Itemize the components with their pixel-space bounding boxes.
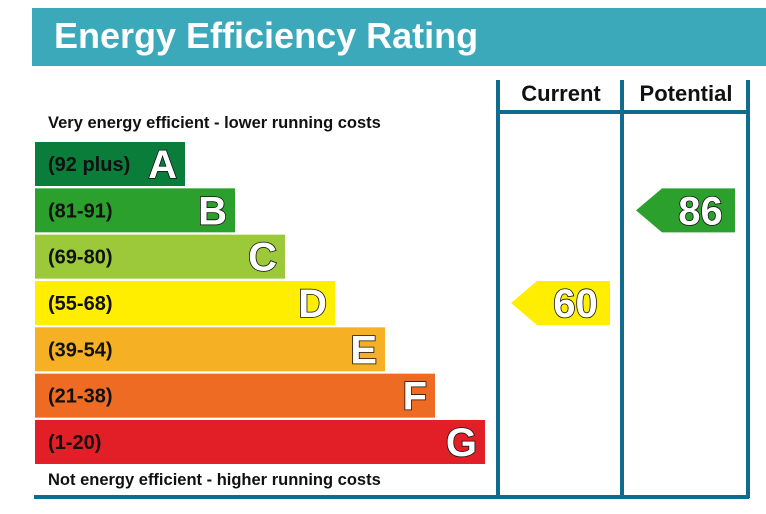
band-range-label: (21-38)	[48, 386, 112, 408]
band-letter: A	[148, 143, 177, 187]
band-bar	[35, 327, 385, 372]
header-banner: Energy Efficiency Rating	[32, 8, 766, 66]
band-bar	[35, 142, 185, 186]
band-b: (81-91) B	[35, 188, 235, 234]
band-letter: F	[403, 375, 427, 419]
rating-bands: (92 plus) A(81-91) B(69-80) C(55-68) D(39-54…	[35, 142, 485, 466]
band-d: (55-68) D	[35, 280, 335, 327]
rating-current: 60	[511, 280, 610, 327]
rating-arrow	[636, 188, 735, 233]
band-range-label: (69-80)	[48, 247, 112, 269]
band-bar	[35, 419, 485, 464]
band-range-label: (1-20)	[48, 432, 101, 454]
band-range-label: (55-68)	[48, 293, 112, 315]
rating-value: 60	[553, 282, 598, 326]
column-header-current: Current	[521, 81, 601, 106]
band-e: (39-54) E	[35, 327, 385, 373]
band-range-label: (39-54)	[48, 339, 112, 361]
bottom-caption: Not energy efficient - higher running co…	[48, 471, 381, 489]
column-header-potential: Potential	[640, 81, 733, 106]
chart-frame	[34, 80, 750, 499]
band-letter: E	[350, 328, 377, 372]
band-f: (21-38) F	[35, 373, 435, 419]
band-letter: B	[198, 189, 227, 233]
band-bar	[35, 373, 435, 418]
band-bar	[35, 280, 335, 325]
band-bar	[35, 234, 285, 279]
band-letter: D	[298, 282, 327, 326]
rating-arrow	[511, 280, 610, 325]
page-title: Energy Efficiency Rating	[54, 15, 479, 56]
band-letter: C	[248, 236, 277, 280]
band-range-label: (92 plus)	[48, 154, 130, 176]
rating-arrows: 60 86	[511, 188, 735, 327]
rating-potential: 86	[636, 188, 735, 234]
band-g: (1-20) G	[35, 419, 485, 466]
band-letter: G	[446, 421, 477, 465]
band-a: (92 plus) A	[35, 142, 185, 188]
band-bar	[35, 188, 235, 233]
top-caption: Very energy efficient - lower running co…	[48, 114, 381, 132]
band-c: (69-80) C	[35, 234, 285, 280]
rating-value: 86	[678, 189, 723, 233]
band-range-label: (81-91)	[48, 200, 112, 222]
